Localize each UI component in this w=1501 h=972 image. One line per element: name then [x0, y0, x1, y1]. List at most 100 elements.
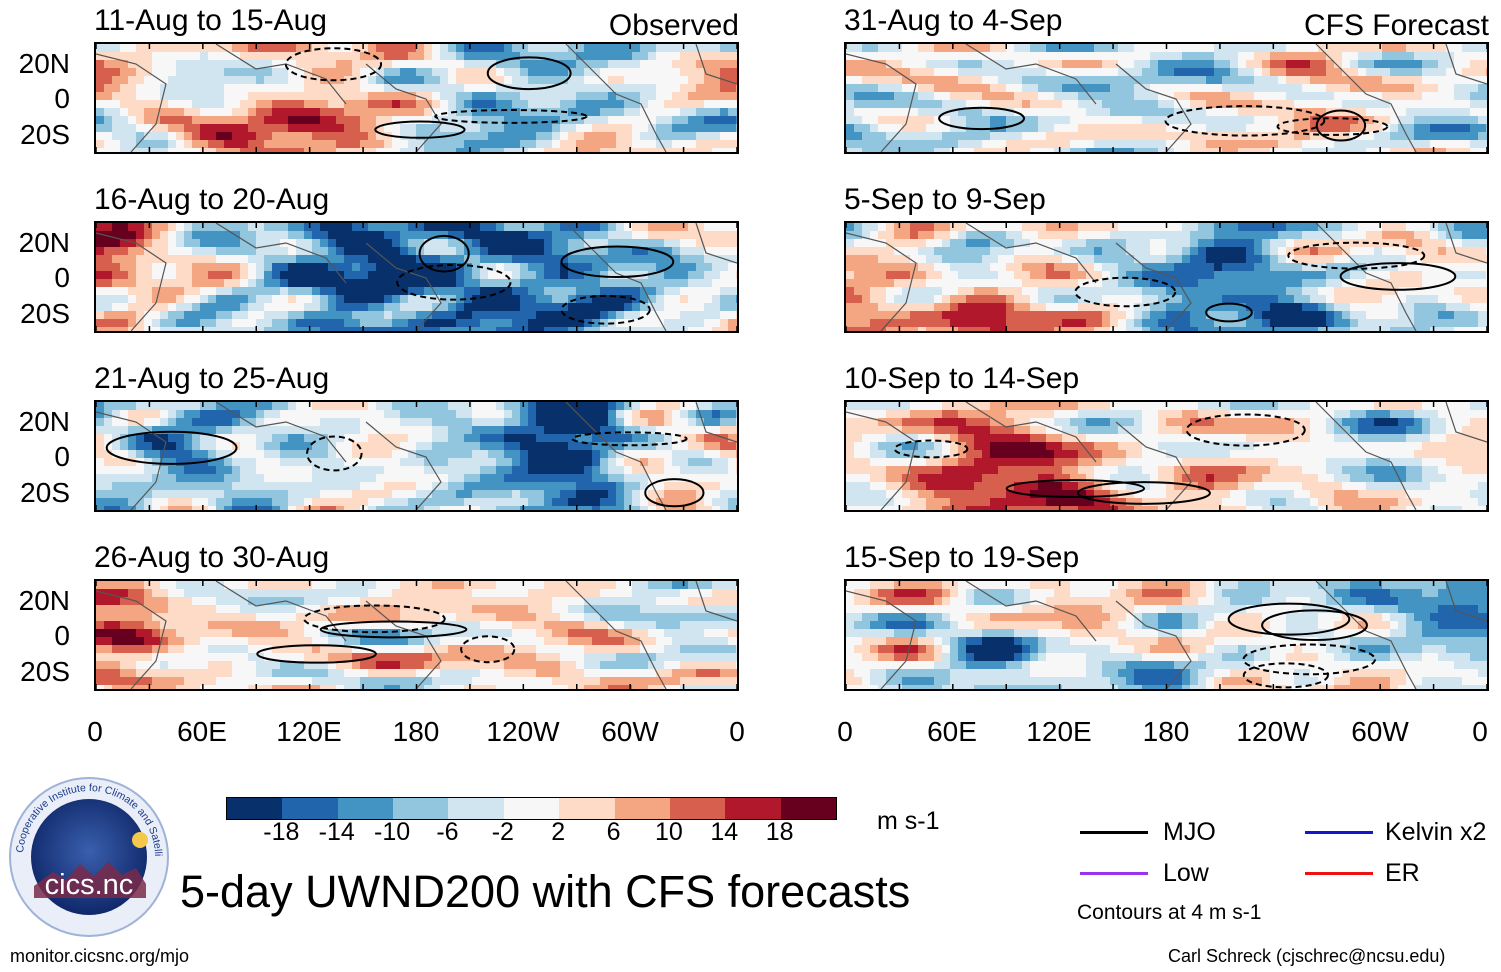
heatmap-cell — [504, 629, 513, 638]
heatmap-cell — [104, 303, 113, 312]
heatmap-cell — [712, 669, 721, 678]
heatmap-cell — [208, 597, 217, 606]
heatmap-cell — [288, 52, 297, 61]
heatmap-cell — [152, 621, 161, 630]
heatmap-cell — [464, 76, 473, 85]
heatmap-cell — [192, 140, 201, 149]
heatmap-cell — [704, 287, 713, 296]
heatmap-cell — [136, 418, 145, 427]
heatmap-cell — [176, 231, 185, 240]
heatmap-cell — [464, 60, 473, 69]
heatmap-cell — [568, 669, 577, 678]
heatmap-cell — [144, 295, 153, 304]
heatmap-cell — [248, 255, 257, 264]
heatmap-cell — [448, 434, 457, 443]
heatmap-cell — [568, 140, 577, 149]
heatmap-cell — [184, 442, 193, 451]
heatmap-cell — [696, 506, 705, 510]
heatmap-cell — [152, 148, 161, 152]
heatmap-cell — [280, 442, 289, 451]
heatmap-cell — [584, 669, 593, 678]
heatmap-cell — [112, 76, 121, 85]
heatmap-cell — [736, 108, 737, 117]
heatmap-cell — [344, 418, 353, 427]
heatmap-cell — [264, 434, 273, 443]
heatmap-cell — [878, 60, 887, 69]
heatmap-cell — [256, 148, 265, 152]
heatmap-cell — [568, 629, 577, 638]
heatmap-cell — [704, 418, 713, 427]
heatmap-cell — [320, 124, 329, 133]
heatmap-cell — [704, 474, 713, 483]
heatmap-cell — [288, 108, 297, 117]
heatmap-cell — [688, 685, 697, 689]
heatmap-cell — [160, 653, 169, 662]
heatmap-cell — [400, 239, 409, 248]
heatmap-cell — [536, 490, 545, 499]
heatmap-cell — [176, 581, 185, 590]
heatmap-cell — [496, 450, 505, 459]
heatmap-cell — [128, 239, 137, 248]
heatmap-cell — [120, 132, 129, 141]
heatmap-cell — [336, 589, 345, 598]
heatmap-cell — [392, 68, 401, 77]
heatmap-cell — [104, 645, 113, 654]
heatmap-cell — [472, 474, 481, 483]
heatmap-cell — [440, 263, 449, 272]
heatmap-cell — [416, 303, 425, 312]
heatmap-cell — [104, 247, 113, 256]
heatmap-cell — [168, 637, 177, 646]
heatmap-cell — [656, 677, 665, 686]
heatmap-cell — [616, 52, 625, 61]
heatmap-cell — [728, 581, 737, 590]
heatmap-cell — [576, 303, 585, 312]
heatmap-cell — [456, 311, 465, 320]
heatmap-cell — [152, 247, 161, 256]
heatmap-cell — [1182, 52, 1191, 61]
heatmap-cell — [376, 621, 385, 630]
heatmap-cell — [680, 76, 689, 85]
heatmap-cell — [440, 442, 449, 451]
heatmap-cell — [176, 418, 185, 427]
heatmap-cell — [584, 140, 593, 149]
heatmap-cell — [272, 605, 281, 614]
heatmap-cell — [544, 52, 553, 61]
heatmap-cell — [616, 76, 625, 85]
heatmap-cell — [696, 279, 705, 288]
heatmap-cell — [846, 52, 855, 61]
heatmap-cell — [520, 506, 529, 510]
heatmap-cell — [432, 466, 441, 475]
heatmap-cell — [664, 613, 673, 622]
heatmap-cell — [600, 685, 609, 689]
heatmap-cell — [200, 116, 209, 125]
heatmap-cell — [104, 474, 113, 483]
heatmap-cell — [424, 287, 433, 296]
heatmap-cell — [416, 132, 425, 141]
heatmap-cell — [280, 581, 289, 590]
heatmap-cell — [720, 279, 729, 288]
heatmap-cell — [640, 482, 649, 491]
heatmap-cell — [504, 402, 513, 411]
heatmap-cell — [200, 645, 209, 654]
heatmap-cell — [328, 669, 337, 678]
heatmap-cell — [272, 311, 281, 320]
heatmap-cell — [600, 223, 609, 232]
heatmap-cell — [688, 68, 697, 77]
heatmap-cell — [376, 100, 385, 109]
heatmap-cell — [648, 442, 657, 451]
heatmap-cell — [592, 76, 601, 85]
heatmap-cell — [96, 132, 105, 141]
heatmap-cell — [496, 402, 505, 411]
heatmap-cell — [632, 132, 641, 141]
heatmap-cell — [552, 76, 561, 85]
heatmap-cell — [368, 442, 377, 451]
heatmap-cell — [488, 303, 497, 312]
heatmap-cell — [544, 490, 553, 499]
heatmap-cell — [168, 418, 177, 427]
heatmap-cell — [608, 605, 617, 614]
heatmap-cell — [592, 108, 601, 117]
heatmap-cell — [560, 418, 569, 427]
heatmap-cell — [720, 247, 729, 256]
heatmap-cell — [520, 474, 529, 483]
heatmap-cell — [328, 84, 337, 93]
